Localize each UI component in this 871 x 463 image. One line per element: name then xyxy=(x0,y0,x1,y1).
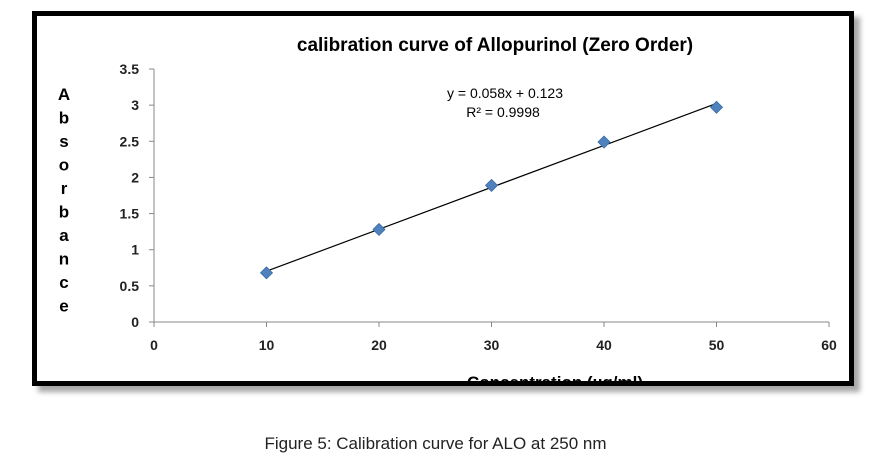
calibration-chart: calibration curve of Allopurinol (Zero O… xyxy=(58,35,837,381)
y-tick-label: 3.5 xyxy=(120,61,140,77)
axes xyxy=(149,68,830,327)
data-point xyxy=(259,266,274,280)
y-tick-label: 3 xyxy=(131,97,139,113)
y-tick-label: 2.5 xyxy=(120,133,140,149)
trendline-r-squared: R² = 0.9998 xyxy=(466,104,540,120)
y-axis-label-letter: A xyxy=(58,85,70,104)
data-point xyxy=(597,135,611,149)
chart-title: calibration curve of Allopurinol (Zero O… xyxy=(297,35,693,56)
y-axis-label-letter: o xyxy=(59,156,69,175)
y-axis-label-letter: s xyxy=(59,132,68,151)
x-tick-label: 50 xyxy=(709,337,725,353)
y-tick-labels: 0 0.5 1 1.5 2 2.5 3 3.5 xyxy=(120,61,140,330)
y-axis-label-letter: n xyxy=(59,250,69,269)
x-tick-label: 0 xyxy=(150,337,158,353)
trendline-equation: y = 0.058x + 0.123 xyxy=(447,85,563,101)
x-tick-label: 60 xyxy=(821,337,837,353)
y-tick-label: 1.5 xyxy=(120,206,140,222)
x-tick-label: 10 xyxy=(259,337,275,353)
data-point xyxy=(484,178,499,192)
chart-frame: calibration curve of Allopurinol (Zero O… xyxy=(32,11,854,386)
y-axis-label-letter: a xyxy=(59,226,69,245)
y-axis-label-letter: e xyxy=(59,297,68,316)
x-tick-label: 30 xyxy=(484,337,500,353)
y-tick-label: 0 xyxy=(131,314,139,330)
data-points xyxy=(259,100,724,280)
y-tick-label: 0.5 xyxy=(120,278,140,294)
x-tick-label: 40 xyxy=(596,337,612,353)
x-tick-label: 20 xyxy=(371,337,387,353)
data-point xyxy=(709,100,724,114)
y-axis-label-letter: r xyxy=(61,179,68,198)
y-tick-label: 1 xyxy=(131,242,139,258)
y-axis-label-letter: b xyxy=(59,109,69,128)
y-axis-label-letter: b xyxy=(59,203,69,222)
y-axis-label-letter: c xyxy=(59,273,68,292)
y-tick-label: 2 xyxy=(131,169,139,185)
x-axis-label: Concentration (µg/ml) xyxy=(467,373,643,381)
x-tick-labels: 0 10 20 30 40 50 60 xyxy=(150,337,837,353)
data-point xyxy=(372,222,386,237)
figure-caption: Figure 5: Calibration curve for ALO at 2… xyxy=(264,434,607,453)
